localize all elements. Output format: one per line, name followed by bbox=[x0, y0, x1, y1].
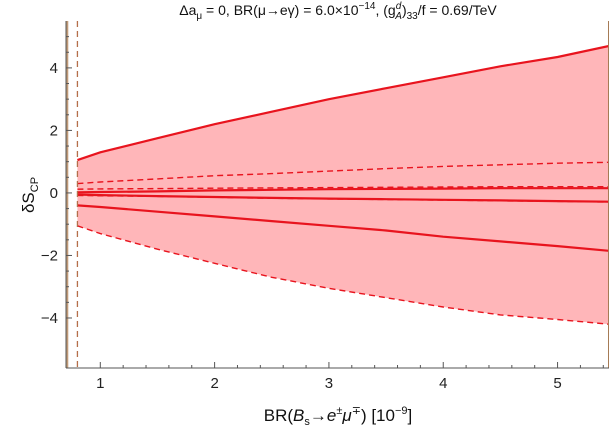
xlabel-e: e bbox=[327, 406, 336, 425]
xlabel-b: B bbox=[293, 406, 304, 425]
title-g-sub: A bbox=[394, 11, 402, 22]
curve-6-dashed bbox=[77, 194, 609, 203]
x-tick-label: 2 bbox=[210, 375, 218, 392]
title-g-sup: d bbox=[396, 1, 402, 12]
y-tick-label: −4 bbox=[41, 310, 58, 327]
curve-4-solid bbox=[77, 187, 609, 194]
xlabel-b-sub: s bbox=[304, 416, 310, 428]
x-ticks: 1 2 3 4 5 bbox=[96, 362, 604, 392]
title-g-idx: 33 bbox=[407, 11, 419, 22]
ylabel-sub: CP bbox=[29, 177, 41, 192]
plot-area bbox=[66, 21, 609, 368]
title-lhs: Δa bbox=[179, 2, 196, 18]
x-tick-label: 1 bbox=[96, 375, 104, 392]
x-tick-label: 3 bbox=[325, 375, 333, 392]
curve-2-dashed bbox=[77, 161, 609, 185]
y-tick-label: 2 bbox=[50, 122, 58, 139]
curve-7-solid bbox=[77, 204, 609, 252]
xlabel-post: ) [10 bbox=[361, 406, 395, 425]
title-eq1: = 0, BR( bbox=[202, 2, 258, 18]
x-tick-label: 5 bbox=[553, 375, 561, 392]
x-tick-label: 4 bbox=[439, 375, 447, 392]
xlabel-pre: BR( bbox=[264, 406, 294, 425]
curve-3-dashed bbox=[77, 185, 609, 190]
xlabel-e-sup: ± bbox=[336, 405, 342, 417]
y-axis-label: δSCP bbox=[19, 177, 41, 213]
xlabel-close: ] bbox=[408, 406, 413, 425]
curve-8-dashed bbox=[77, 225, 609, 325]
xlabel-exp: −9 bbox=[395, 405, 408, 417]
title-lhs-sub: μ bbox=[196, 11, 202, 22]
xlabel-arrow: → bbox=[310, 406, 327, 425]
title-rest: /f = 0.69/TeV bbox=[418, 2, 498, 18]
curves bbox=[77, 44, 609, 325]
title-sep: , (g bbox=[375, 2, 395, 18]
title-eq2: ) = 6.0×10 bbox=[295, 2, 359, 18]
y-tick-label: 0 bbox=[50, 185, 58, 202]
y-ticks: −4 −2 0 2 4 bbox=[41, 36, 72, 327]
chart-title: Δaμ = 0, BR(μ→eγ) = 6.0×10−14, (gd A)33/f… bbox=[179, 1, 497, 22]
y-tick-label: 4 bbox=[50, 60, 58, 77]
ylabel-main: δS bbox=[19, 192, 38, 213]
x-axis-label: BR(Bs→e±μ∓) [10−9] bbox=[264, 405, 413, 428]
title-exp: −14 bbox=[359, 1, 376, 12]
title-decay: μ→eγ bbox=[258, 2, 295, 18]
y-tick-label: −2 bbox=[41, 247, 58, 264]
xlabel-mu-sup: ∓ bbox=[352, 405, 361, 417]
curve-1-solid bbox=[77, 44, 609, 162]
allowed-band bbox=[77, 46, 609, 325]
excluded-region-left bbox=[66, 21, 69, 368]
title-g-close: ) bbox=[402, 2, 407, 18]
xlabel-mu: μ bbox=[341, 406, 352, 425]
